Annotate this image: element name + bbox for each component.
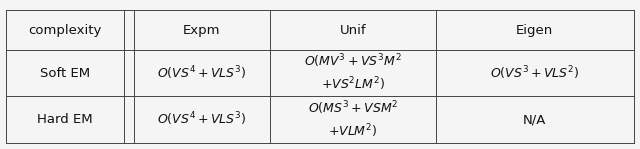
Text: $O(VS^3 + VLS^2)$: $O(VS^3 + VLS^2)$ (490, 64, 579, 82)
Text: Unif: Unif (340, 24, 366, 37)
Text: Expm: Expm (183, 24, 221, 37)
Text: Eigen: Eigen (516, 24, 554, 37)
Text: $O(VS^4 + VLS^3)$: $O(VS^4 + VLS^3)$ (157, 64, 246, 82)
Text: Hard EM: Hard EM (37, 113, 93, 126)
Text: $O(VS^4 + VLS^3)$: $O(VS^4 + VLS^3)$ (157, 111, 246, 128)
Text: $O(MV^3 + VS^3M^2$
$+VS^2LM^2)$: $O(MV^3 + VS^3M^2$ $+VS^2LM^2)$ (304, 53, 402, 93)
Text: Soft EM: Soft EM (40, 66, 90, 80)
Text: $O(MS^3 + VSM^2$
$+VLM^2)$: $O(MS^3 + VSM^2$ $+VLM^2)$ (308, 99, 398, 140)
Text: N/A: N/A (523, 113, 547, 126)
Text: complexity: complexity (28, 24, 102, 37)
